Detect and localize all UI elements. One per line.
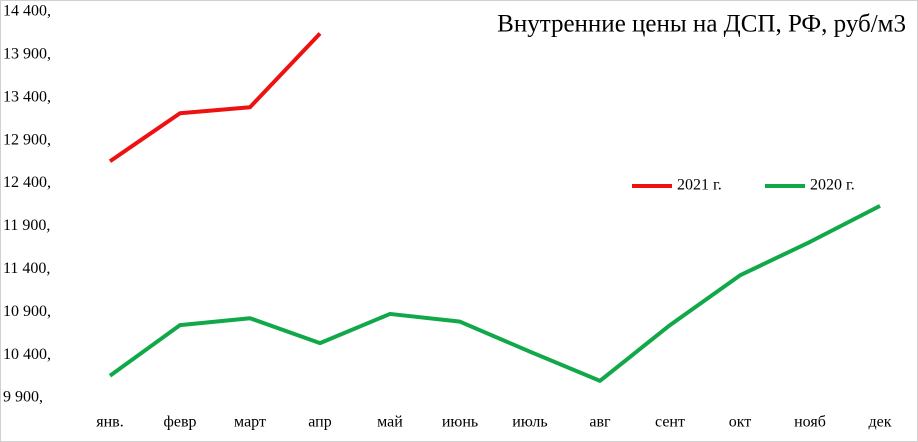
x-tick-label: июль xyxy=(512,414,547,431)
y-tick-label: 14 400, xyxy=(3,3,51,20)
x-tick-label: дек xyxy=(868,414,891,431)
series-line xyxy=(108,204,881,383)
y-tick-label: 9 900, xyxy=(3,389,43,406)
y-tick-label: 12 400, xyxy=(3,174,51,191)
x-tick-label: янв. xyxy=(96,414,123,431)
x-tick-label: февр xyxy=(163,414,196,431)
x-tick-label: авг xyxy=(589,414,611,431)
x-tick-label: май xyxy=(377,414,403,431)
y-tick-label: 12 900, xyxy=(3,131,51,148)
legend-label: 2020 г. xyxy=(810,177,855,194)
x-tick-label: апр xyxy=(308,414,331,431)
y-tick-label: 11 900, xyxy=(3,217,50,234)
y-tick-label: 11 400, xyxy=(3,260,50,277)
x-tick-label: нояб xyxy=(794,414,826,431)
y-tick-label: 13 400, xyxy=(3,88,51,105)
y-tick-label: 13 900, xyxy=(3,46,51,63)
chart-title: Внутренние цены на ДСП, РФ, руб/м3 xyxy=(497,11,906,38)
series-line xyxy=(108,32,322,163)
x-tick-label: март xyxy=(234,414,266,431)
legend-label: 2021 г. xyxy=(677,177,722,194)
x-tick-label: июнь xyxy=(442,414,478,431)
x-tick-label: сент xyxy=(655,414,685,431)
y-tick-label: 10 900, xyxy=(3,303,51,320)
x-tick-label: окт xyxy=(729,414,752,431)
y-tick-label: 10 400, xyxy=(3,346,51,363)
